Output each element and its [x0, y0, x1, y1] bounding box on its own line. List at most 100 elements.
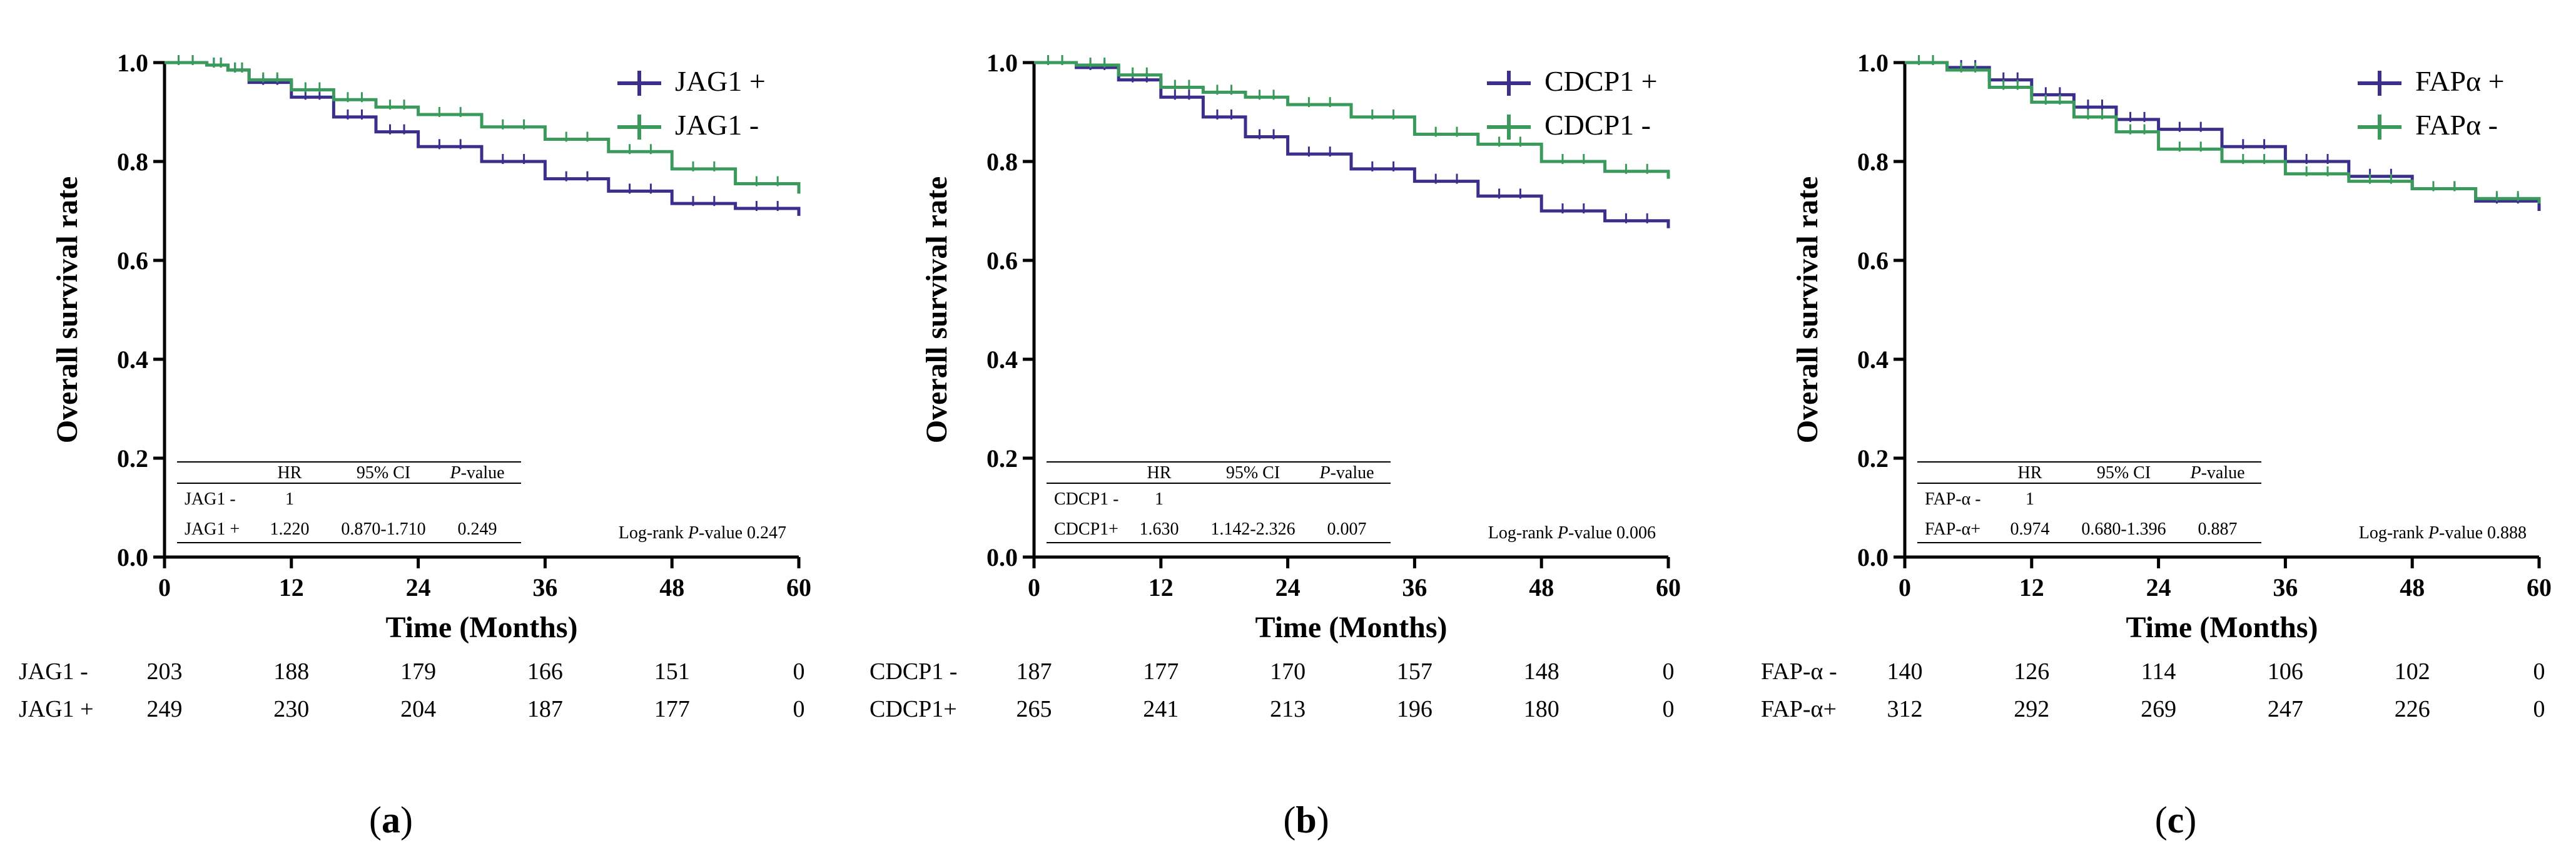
risk-count: 241 — [1143, 696, 1179, 722]
risk-count: 0 — [1663, 658, 1675, 685]
table-cell: 0.680-1.396 — [2081, 520, 2166, 539]
panel-letter: (b) — [1283, 799, 1329, 841]
legend-label: JAG1 + — [675, 65, 766, 97]
survival-curve-negative — [1034, 61, 1670, 179]
x-tick-label: 60 — [786, 573, 811, 601]
table-cell: 0.887 — [2198, 520, 2238, 539]
risk-count: 177 — [654, 696, 690, 722]
risk-count: 102 — [2395, 658, 2430, 685]
risk-count: 140 — [1887, 658, 1923, 685]
x-tick-label: 24 — [406, 573, 431, 601]
risk-count: 114 — [2141, 658, 2176, 685]
risk-count: 269 — [2141, 696, 2176, 722]
risk-count: 0 — [2533, 658, 2545, 685]
y-tick-label: 0.6 — [1857, 247, 1889, 275]
x-tick-label: 36 — [1402, 573, 1427, 601]
risk-count: 0 — [793, 658, 805, 685]
y-tick-label: 0.2 — [117, 444, 148, 473]
y-tick-label: 0.8 — [1857, 148, 1889, 176]
y-tick-label: 0.6 — [986, 247, 1018, 275]
y-axis-title: Overall survival rate — [1791, 177, 1824, 444]
table-header: 95% CI — [357, 463, 410, 483]
risk-count: 265 — [1017, 696, 1052, 722]
table-cell: 1 — [285, 489, 294, 509]
y-tick-label: 0.2 — [986, 444, 1018, 473]
table-cell: FAP-α - — [1925, 489, 1981, 509]
table-header: 95% CI — [1226, 463, 1280, 483]
table-cell: 0.974 — [2011, 520, 2050, 539]
risk-count: 106 — [2268, 658, 2303, 685]
risk-count: 126 — [2014, 658, 2049, 685]
legend-label: CDCP1 - — [1544, 109, 1651, 141]
risk-count: 196 — [1397, 696, 1433, 722]
legend-label: CDCP1 + — [1544, 65, 1658, 97]
x-tick-label: 0 — [158, 573, 171, 601]
x-tick-label: 12 — [1149, 573, 1174, 601]
y-tick-label: 0.4 — [117, 346, 148, 374]
risk-row-label: JAG1 - — [19, 658, 88, 685]
table-cell: FAP-α+ — [1925, 520, 1980, 539]
x-tick-label: 12 — [279, 573, 304, 601]
risk-count: 187 — [527, 696, 563, 722]
x-tick-label: 48 — [1529, 573, 1554, 601]
legend-label: JAG1 - — [675, 109, 759, 141]
survival-curve-positive — [1034, 61, 1670, 228]
table-cell: JAG1 - — [185, 489, 236, 509]
table-header: 95% CI — [2097, 463, 2151, 483]
table-cell: 1.630 — [1140, 520, 1179, 539]
risk-count: 213 — [1270, 696, 1306, 722]
risk-count: 187 — [1017, 658, 1052, 685]
panel-letter: (a) — [369, 799, 413, 841]
y-tick-label: 0.8 — [117, 148, 148, 176]
risk-count: 204 — [400, 696, 436, 722]
x-tick-label: 24 — [1275, 573, 1301, 601]
x-tick-label: 36 — [2273, 573, 2298, 601]
risk-count: 203 — [147, 658, 183, 685]
y-axis-title: Overall survival rate — [920, 177, 953, 444]
logrank-text: Log-rank P-value 0.247 — [619, 523, 786, 543]
table-header: HR — [1147, 463, 1172, 483]
logrank-text: Log-rank P-value 0.006 — [1488, 523, 1656, 543]
risk-count: 0 — [793, 696, 805, 722]
legend-label: FAPα - — [2415, 109, 2498, 141]
y-tick-label: 0.4 — [986, 346, 1018, 374]
x-tick-label: 0 — [1028, 573, 1040, 601]
logrank-text: Log-rank P-value 0.888 — [2359, 523, 2527, 543]
y-tick-label: 0.2 — [1857, 444, 1889, 473]
x-tick-label: 36 — [532, 573, 557, 601]
table-cell: 1.142-2.326 — [1210, 520, 1295, 539]
x-tick-label: 24 — [2146, 573, 2171, 601]
survival-curve-negative — [1905, 61, 2541, 204]
y-tick-label: 0.0 — [117, 543, 148, 571]
risk-count: 180 — [1524, 696, 1559, 722]
x-tick-label: 0 — [1899, 573, 1911, 601]
risk-row-label: CDCP1 - — [870, 658, 957, 685]
panel-letter: (c) — [2155, 799, 2197, 841]
y-tick-label: 1.0 — [1857, 49, 1889, 77]
risk-count: 188 — [273, 658, 309, 685]
risk-count: 247 — [2268, 696, 2303, 722]
legend-label: FAPα + — [2415, 65, 2505, 97]
table-header: P-value — [449, 463, 504, 483]
risk-count: 177 — [1143, 658, 1179, 685]
y-tick-label: 0.4 — [1857, 346, 1889, 374]
risk-row-label: CDCP1+ — [870, 696, 957, 722]
risk-count: 157 — [1397, 658, 1433, 685]
x-tick-label: 60 — [2527, 573, 2552, 601]
panel-2: 0.0 0.2 0.4 0.6 0.8 1.0 0 12 24 36 48 60 Time (Month… — [870, 49, 1681, 841]
table-header: HR — [278, 463, 302, 483]
x-axis-title: Time (Months) — [385, 611, 577, 644]
table-cell: JAG1 + — [185, 520, 240, 539]
risk-count: 148 — [1524, 658, 1559, 685]
x-axis-title: Time (Months) — [1255, 611, 1447, 644]
risk-count: 312 — [1887, 696, 1923, 722]
table-cell: 0.249 — [458, 520, 497, 539]
risk-count: 226 — [2395, 696, 2430, 722]
y-tick-label: 0.0 — [986, 543, 1018, 571]
risk-count: 151 — [654, 658, 690, 685]
y-tick-label: 0.8 — [986, 148, 1018, 176]
x-axis-title: Time (Months) — [2126, 611, 2318, 644]
y-tick-label: 1.0 — [117, 49, 148, 77]
risk-row-label: JAG1 + — [19, 696, 94, 722]
